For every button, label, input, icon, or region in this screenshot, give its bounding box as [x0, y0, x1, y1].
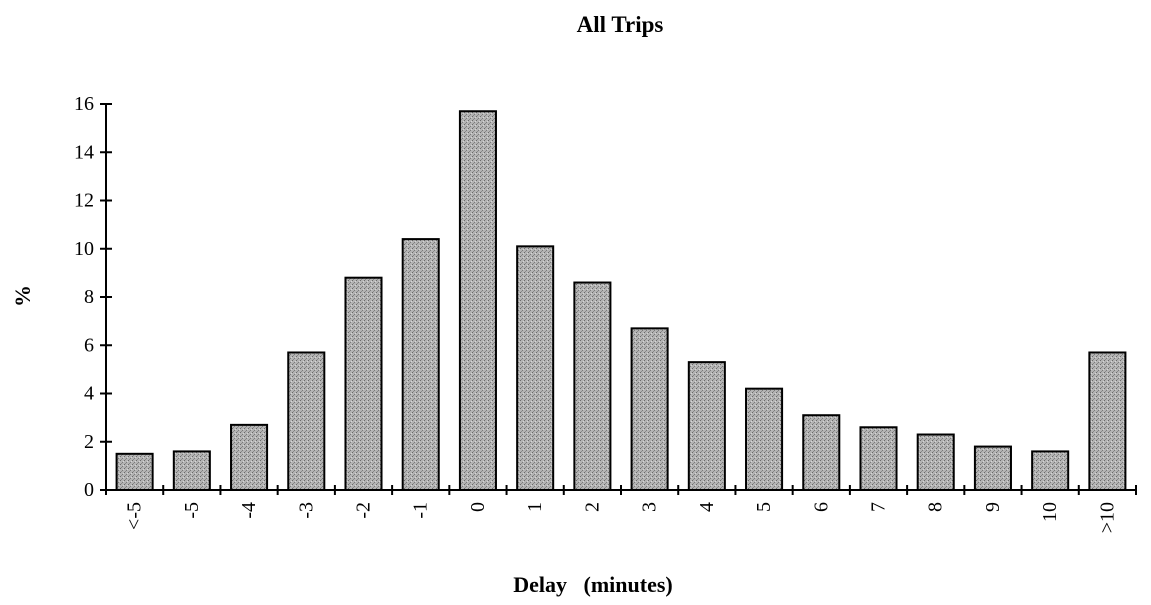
x-tick-label: 5	[753, 502, 775, 512]
x-tick-label: 10	[1039, 502, 1061, 522]
y-tick-label: 8	[84, 286, 94, 308]
x-tick-label: 9	[982, 502, 1004, 512]
bar-<-5	[115, 452, 154, 491]
y-tick-label: 10	[74, 238, 94, 260]
x-tick-label: -2	[353, 502, 375, 519]
x-tick-label: <-5	[124, 502, 146, 530]
bars-group	[115, 110, 1127, 492]
x-axis-ticks: <-5 -5 -4 -3 -2 -1 0 1 2 3 4 5 6 7 8 9 10 >10	[105, 485, 1137, 533]
x-tick-label: 2	[581, 502, 603, 512]
bar->10	[1088, 351, 1127, 491]
bar--2	[344, 276, 383, 492]
bar-3	[630, 327, 669, 491]
y-tick-label: 0	[84, 479, 94, 501]
y-tick-label: 4	[84, 383, 94, 405]
y-tick-label: 16	[74, 93, 94, 115]
y-axis-title: %	[10, 285, 35, 307]
x-tick-label: -1	[410, 502, 432, 519]
bar-10	[1031, 450, 1070, 491]
y-tick-label: 6	[84, 334, 94, 356]
y-tick-label: 12	[74, 190, 94, 212]
bar--4	[230, 423, 269, 491]
bar-8	[916, 433, 955, 492]
bar-9	[973, 445, 1012, 492]
x-tick-label: 1	[524, 502, 546, 512]
x-tick-label: -5	[181, 502, 203, 519]
bar--1	[401, 238, 440, 491]
x-tick-label: >10	[1096, 502, 1118, 533]
x-tick-label: 3	[639, 502, 661, 512]
chart-title: All Trips	[577, 12, 664, 37]
bar--5	[172, 450, 211, 491]
x-tick-label: 7	[868, 502, 890, 512]
bar-4	[687, 361, 726, 492]
x-tick-label: 8	[925, 502, 947, 512]
bar-1	[516, 245, 555, 491]
x-tick-label: 4	[696, 502, 718, 512]
bar-7	[859, 426, 898, 491]
x-axis-title: Delay (minutes)	[513, 572, 672, 597]
x-tick-label: 0	[467, 502, 489, 512]
bar-5	[745, 387, 784, 491]
x-tick-label: -4	[238, 502, 260, 519]
bar-6	[802, 414, 841, 491]
y-tick-label: 2	[84, 431, 94, 453]
bar--3	[287, 351, 326, 491]
bar-2	[573, 281, 612, 491]
bar-0	[458, 110, 497, 492]
x-tick-label: 6	[810, 502, 832, 512]
x-tick-label: -3	[295, 502, 317, 519]
y-tick-label: 14	[74, 141, 94, 163]
